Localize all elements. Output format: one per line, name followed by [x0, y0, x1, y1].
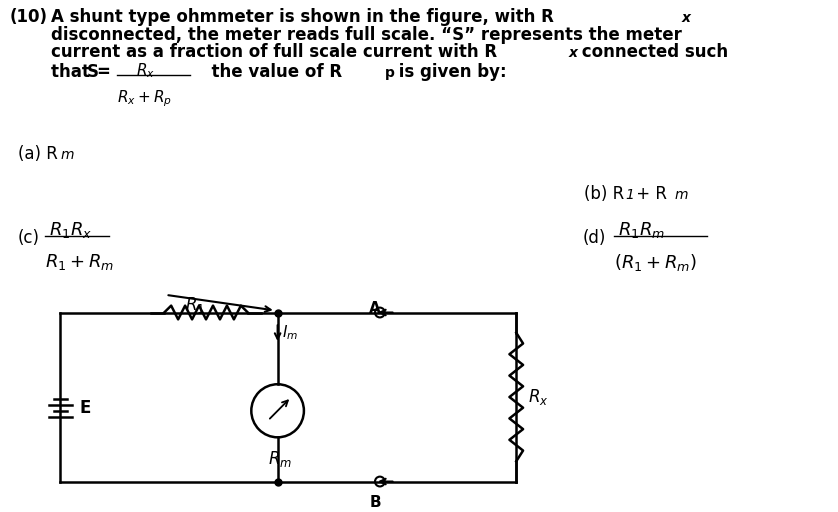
Text: $R_1 + R_m$: $R_1 + R_m$: [44, 251, 114, 271]
Text: x: x: [682, 11, 691, 25]
Text: $R_1$: $R_1$: [185, 295, 205, 315]
Text: $(R_1 + R_m)$: $(R_1 + R_m)$: [613, 251, 696, 272]
Text: p: p: [385, 66, 395, 80]
Text: (a) R: (a) R: [18, 145, 58, 163]
Text: $R_x + R_p$: $R_x + R_p$: [116, 89, 172, 109]
Text: connected such: connected such: [576, 43, 728, 61]
Text: B: B: [370, 495, 380, 510]
Text: 1: 1: [625, 188, 634, 202]
Text: + R: + R: [631, 185, 667, 203]
Text: A: A: [370, 301, 381, 316]
Text: E: E: [80, 399, 91, 417]
Text: $R_m$: $R_m$: [268, 449, 292, 469]
Text: current as a fraction of full scale current with R: current as a fraction of full scale curr…: [50, 43, 497, 61]
Text: (c): (c): [18, 229, 39, 247]
Text: =: =: [96, 63, 111, 81]
Text: (d): (d): [582, 229, 606, 247]
Text: A shunt type ohmmeter is shown in the figure, with R: A shunt type ohmmeter is shown in the fi…: [50, 8, 554, 26]
Text: (b) R: (b) R: [584, 185, 624, 203]
Text: the value of R: the value of R: [199, 63, 342, 81]
Text: S: S: [86, 63, 99, 81]
Text: $R_1 R_x$: $R_1 R_x$: [49, 220, 92, 240]
Text: $R_x$: $R_x$: [137, 61, 155, 80]
Text: $R_1 R_m$: $R_1 R_m$: [618, 220, 665, 240]
Text: m: m: [60, 148, 74, 162]
Text: (10): (10): [10, 8, 48, 26]
Text: $R_x$: $R_x$: [528, 387, 549, 407]
Text: $I_m$: $I_m$: [282, 323, 298, 342]
Text: m: m: [674, 188, 687, 202]
Text: disconnected, the meter reads full scale. “S” represents the meter: disconnected, the meter reads full scale…: [50, 26, 681, 44]
Text: x: x: [569, 46, 578, 60]
Text: that: that: [50, 63, 96, 81]
Text: is given by:: is given by:: [392, 63, 506, 81]
